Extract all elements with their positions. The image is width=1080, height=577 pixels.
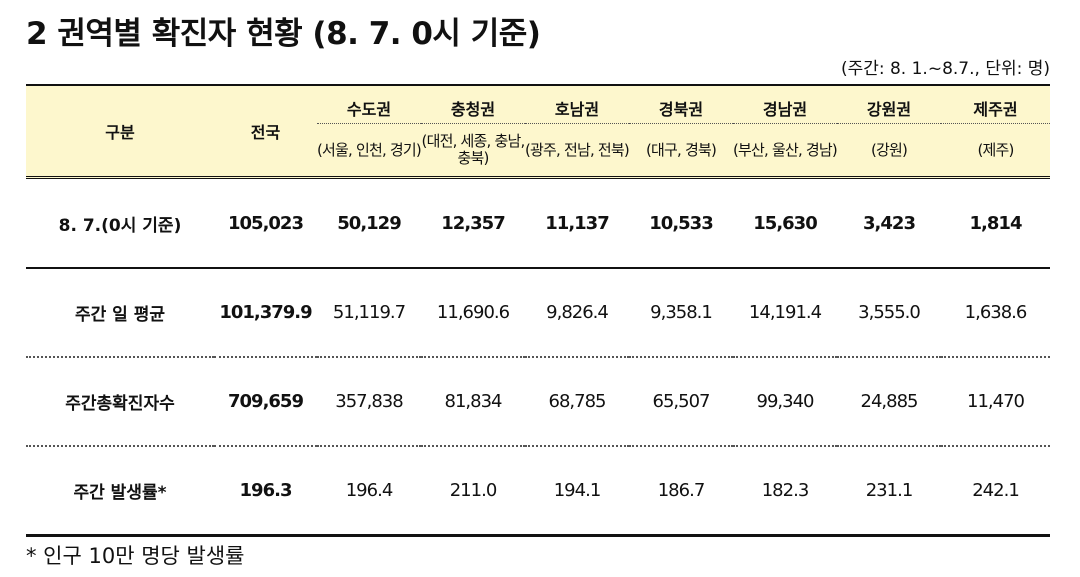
- cell-value: 65,507: [629, 357, 733, 447]
- table-row: 주간총확진자수 709,659 357,838 81,834 68,785 65…: [26, 357, 1050, 447]
- table-row: 주간 일 평균 101,379.9 51,119.7 11,690.6 9,82…: [26, 268, 1050, 358]
- cell-value: 24,885: [837, 357, 941, 447]
- header-national: 전국: [214, 84, 317, 179]
- cell-value: 14,191.4: [733, 268, 837, 358]
- header-region-name: 수도권: [317, 84, 421, 124]
- cell-value: 10,533: [629, 177, 733, 269]
- cell-value: 81,834: [421, 357, 525, 447]
- cell-national: 196.3: [214, 446, 317, 537]
- cell-value: 12,357: [421, 177, 525, 269]
- header-region-sub: (서울, 인천, 경기): [317, 123, 422, 179]
- cell-national: 105,023: [214, 177, 317, 269]
- header-region-sub: (부산, 울산, 경남): [733, 123, 838, 179]
- cell-value: 15,630: [733, 177, 837, 269]
- row-label: 주간 발생률*: [26, 446, 214, 537]
- header-category: 구분: [26, 84, 214, 179]
- header-region-sub: (대전, 세종, 충남, 충북): [421, 123, 525, 179]
- cell-value: 186.7: [629, 446, 733, 537]
- cell-value: 9,358.1: [629, 268, 733, 358]
- page-title: 2 권역별 확진자 현황 (8. 7. 0시 기준): [26, 16, 541, 52]
- cell-value: 196.4: [317, 446, 421, 537]
- header-region-name: 강원권: [837, 84, 941, 124]
- row-label: 8. 7.(0시 기준): [26, 177, 214, 269]
- cell-value: 99,340: [733, 357, 837, 447]
- header-region-name: 경남권: [733, 84, 837, 124]
- header-region-name: 호남권: [525, 84, 629, 124]
- cell-value: 1,814: [941, 177, 1050, 269]
- header-region-name: 충청권: [421, 84, 525, 124]
- cell-value: 11,690.6: [421, 268, 525, 358]
- header-region-sub: (광주, 전남, 전북): [525, 123, 630, 179]
- row-label: 주간총확진자수: [26, 357, 214, 447]
- header-region-sub: (대구, 경북): [629, 123, 733, 179]
- cell-value: 11,470: [941, 357, 1050, 447]
- header-region-name: 제주권: [941, 84, 1050, 124]
- cell-value: 3,423: [837, 177, 941, 269]
- cell-value: 231.1: [837, 446, 941, 537]
- header-region-sub: (강원): [837, 123, 941, 179]
- cell-value: 68,785: [525, 357, 629, 447]
- table-row: 주간 발생률* 196.3 196.4 211.0 194.1 186.7 18…: [26, 446, 1050, 537]
- cell-value: 357,838: [317, 357, 421, 447]
- cell-value: 51,119.7: [317, 268, 421, 358]
- cell-value: 1,638.6: [941, 268, 1050, 358]
- table-row: 8. 7.(0시 기준) 105,023 50,129 12,357 11,13…: [26, 177, 1050, 269]
- cell-national: 101,379.9: [214, 268, 317, 358]
- header-region-name: 경북권: [629, 84, 733, 124]
- footnote: * 인구 10만 명당 발생률: [26, 544, 245, 568]
- cell-value: 3,555.0: [837, 268, 941, 358]
- cell-value: 11,137: [525, 177, 629, 269]
- cell-value: 194.1: [525, 446, 629, 537]
- regional-cases-table: 구분 전국 수도권 충청권 호남권 경북권 경남권 강원권 제주권 (서울, 인…: [26, 84, 1050, 537]
- cell-value: 50,129: [317, 177, 421, 269]
- cell-value: 182.3: [733, 446, 837, 537]
- cell-value: 242.1: [941, 446, 1050, 537]
- unit-note: (주간: 8. 1.~8.7., 단위: 명): [840, 59, 1050, 79]
- row-label: 주간 일 평균: [26, 268, 214, 358]
- cell-value: 9,826.4: [525, 268, 629, 358]
- cell-national: 709,659: [214, 357, 317, 447]
- cell-value: 211.0: [421, 446, 525, 537]
- header-region-sub: (제주): [941, 123, 1050, 179]
